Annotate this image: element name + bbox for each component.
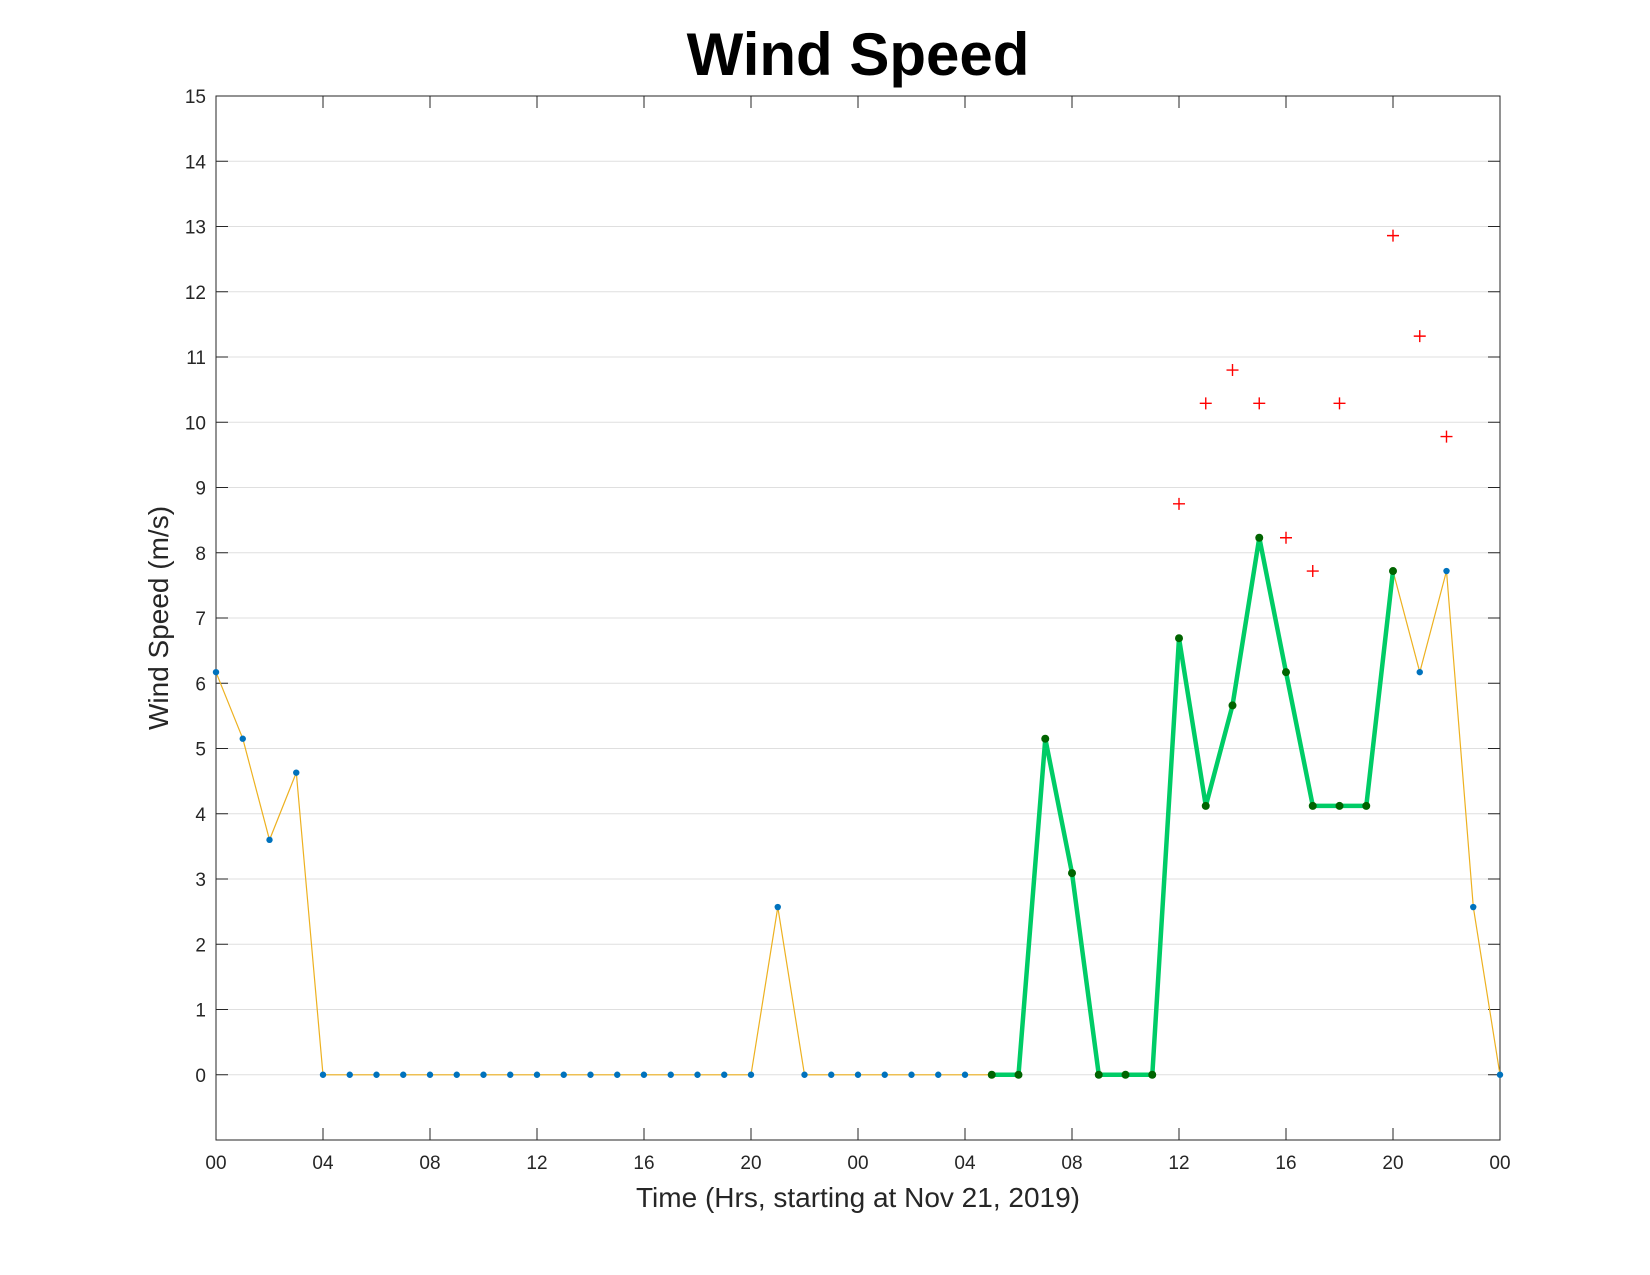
highlight-data-point <box>1255 533 1264 542</box>
highlight-data-point <box>1121 1070 1130 1079</box>
series-1-thick-line-with-dots <box>987 533 1397 1079</box>
y-tick-label: 12 <box>185 283 206 304</box>
x-tick-label: 04 <box>954 1153 976 1174</box>
highlight-data-point <box>1282 668 1290 677</box>
highlight-data-point <box>1389 567 1397 576</box>
y-tick-label: 4 <box>195 805 206 826</box>
outlier-plus-marker <box>1387 229 1399 242</box>
highlight-data-point <box>1335 801 1344 810</box>
highlight-data-point <box>1201 801 1210 810</box>
data-point <box>935 1071 942 1078</box>
data-point <box>560 1071 567 1078</box>
data-point <box>961 1071 969 1078</box>
highlight-data-point <box>1014 1070 1023 1079</box>
data-point <box>587 1071 594 1078</box>
x-tick-label: 12 <box>1168 1153 1189 1174</box>
data-point <box>640 1071 648 1078</box>
data-point <box>1416 668 1423 676</box>
y-tick-label: 14 <box>185 152 207 173</box>
data-point <box>747 1071 755 1078</box>
data-point <box>854 1071 862 1078</box>
y-tick-label: 0 <box>195 1066 206 1087</box>
data-point <box>346 1071 353 1078</box>
x-tick-label: 00 <box>205 1153 226 1174</box>
x-tick-label: 00 <box>1489 1153 1510 1174</box>
y-tick-label: 8 <box>195 544 206 565</box>
data-point <box>1470 903 1477 911</box>
highlight-data-point <box>1094 1070 1103 1079</box>
data-point <box>774 903 781 911</box>
data-point <box>1443 567 1450 575</box>
x-tick-label: 00 <box>847 1153 868 1174</box>
data-point <box>667 1071 674 1078</box>
y-tick-label: 2 <box>195 935 206 956</box>
data-point <box>293 769 300 776</box>
x-tick-label: 08 <box>1061 1153 1082 1174</box>
outlier-plus-marker <box>1333 397 1346 410</box>
y-tick-label: 13 <box>185 218 206 239</box>
x-axis-label: Time (Hrs, starting at Nov 21, 2019) <box>636 1182 1080 1213</box>
x-tick-label: 08 <box>419 1153 440 1174</box>
data-point <box>480 1071 487 1078</box>
highlight-data-point <box>987 1070 996 1079</box>
outlier-plus-marker <box>1226 364 1239 377</box>
data-point <box>694 1071 701 1078</box>
y-axis-label: Wind Speed (m/s) <box>143 506 174 730</box>
highlight-data-point <box>1041 734 1050 743</box>
x-tick-label: 16 <box>1275 1153 1296 1174</box>
x-tick-label: 16 <box>633 1153 654 1174</box>
data-point <box>1496 1071 1504 1078</box>
chart-title: Wind Speed <box>687 21 1030 88</box>
data-point <box>908 1071 915 1078</box>
data-point <box>507 1071 514 1078</box>
y-tick-label: 5 <box>195 740 206 761</box>
data-point <box>721 1071 728 1078</box>
highlight-data-point <box>1362 801 1371 810</box>
highlight-data-point <box>1175 634 1183 643</box>
y-tick-label: 15 <box>185 87 206 108</box>
y-tick-label: 9 <box>195 479 206 500</box>
grid-lines <box>216 95 1500 1076</box>
outlier-plus-marker <box>1173 497 1185 510</box>
data-point <box>828 1071 835 1078</box>
data-point <box>212 668 220 676</box>
x-tick-label: 12 <box>526 1153 547 1174</box>
data-point <box>533 1071 541 1078</box>
highlight-data-point <box>1148 1070 1157 1079</box>
y-tick-label: 3 <box>195 870 206 891</box>
highlight-data-point <box>1308 801 1317 810</box>
data-point <box>239 735 246 742</box>
data-point <box>319 1071 327 1078</box>
data-series <box>212 229 1504 1079</box>
x-tick-label: 04 <box>312 1153 334 1174</box>
y-tick-label: 1 <box>195 1001 206 1022</box>
x-tick-label: 20 <box>740 1153 761 1174</box>
y-tick-label: 10 <box>185 413 206 434</box>
highlight-series-line <box>991 537 1396 1078</box>
data-point <box>400 1071 407 1078</box>
data-point <box>801 1071 808 1078</box>
data-point <box>266 836 273 844</box>
highlight-data-point <box>1068 869 1076 878</box>
outlier-plus-marker <box>1413 330 1426 343</box>
data-point <box>881 1071 888 1078</box>
outlier-plus-marker <box>1253 397 1266 410</box>
y-tick-label: 6 <box>195 674 206 695</box>
outlier-plus-marker <box>1199 397 1212 410</box>
highlight-data-point <box>1228 701 1237 710</box>
outlier-plus-marker <box>1280 531 1292 544</box>
outlier-plus-marker <box>1306 565 1319 578</box>
series-2-plus-markers <box>1173 229 1453 578</box>
data-point <box>373 1071 380 1078</box>
y-tick-label: 7 <box>195 609 206 630</box>
x-tick-label: 20 <box>1382 1153 1403 1174</box>
data-point <box>614 1071 621 1078</box>
data-point <box>453 1071 460 1078</box>
y-tick-label: 11 <box>186 348 206 369</box>
outlier-plus-marker <box>1440 430 1453 443</box>
data-point <box>426 1071 434 1078</box>
